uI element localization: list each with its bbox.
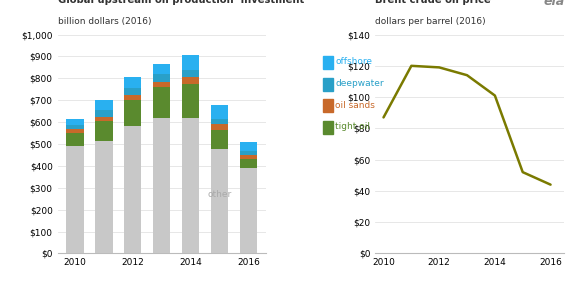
Bar [95, 141, 112, 253]
Bar [153, 118, 170, 253]
Bar [66, 125, 84, 129]
Bar [124, 126, 142, 253]
Bar [124, 77, 142, 88]
Bar [66, 119, 84, 125]
Bar [95, 117, 112, 121]
Text: billion dollars (2016): billion dollars (2016) [58, 17, 151, 26]
Text: other: other [207, 190, 232, 199]
Text: oil sands: oil sands [335, 101, 375, 110]
Bar [211, 149, 228, 253]
Bar [124, 95, 142, 100]
Text: Brent crude oil price: Brent crude oil price [375, 0, 491, 5]
Bar [182, 77, 199, 84]
Bar [182, 118, 199, 253]
Bar [153, 87, 170, 118]
Bar [124, 100, 142, 126]
Bar [153, 82, 170, 87]
Text: dollars per barrel (2016): dollars per barrel (2016) [375, 17, 486, 26]
Bar [182, 55, 199, 70]
Text: Global upstream oil production  investment: Global upstream oil production investmen… [58, 0, 304, 5]
Text: tight oil: tight oil [335, 122, 370, 131]
Bar [211, 105, 228, 119]
Bar [153, 74, 170, 82]
Bar [66, 146, 84, 253]
Bar [240, 155, 257, 159]
Bar [153, 64, 170, 74]
Bar [240, 151, 257, 155]
Text: eia: eia [543, 0, 564, 8]
Bar [95, 110, 112, 117]
Text: offshore: offshore [335, 57, 372, 67]
Bar [240, 159, 257, 168]
Bar [182, 84, 199, 118]
Bar [95, 121, 112, 141]
Bar [182, 70, 199, 77]
Bar [240, 168, 257, 253]
Bar [95, 100, 112, 110]
Bar [240, 142, 257, 151]
Text: deepwater: deepwater [335, 79, 384, 88]
Bar [211, 130, 228, 149]
Bar [66, 133, 84, 146]
Bar [211, 124, 228, 130]
Bar [66, 129, 84, 133]
Bar [211, 119, 228, 124]
Bar [124, 88, 142, 95]
